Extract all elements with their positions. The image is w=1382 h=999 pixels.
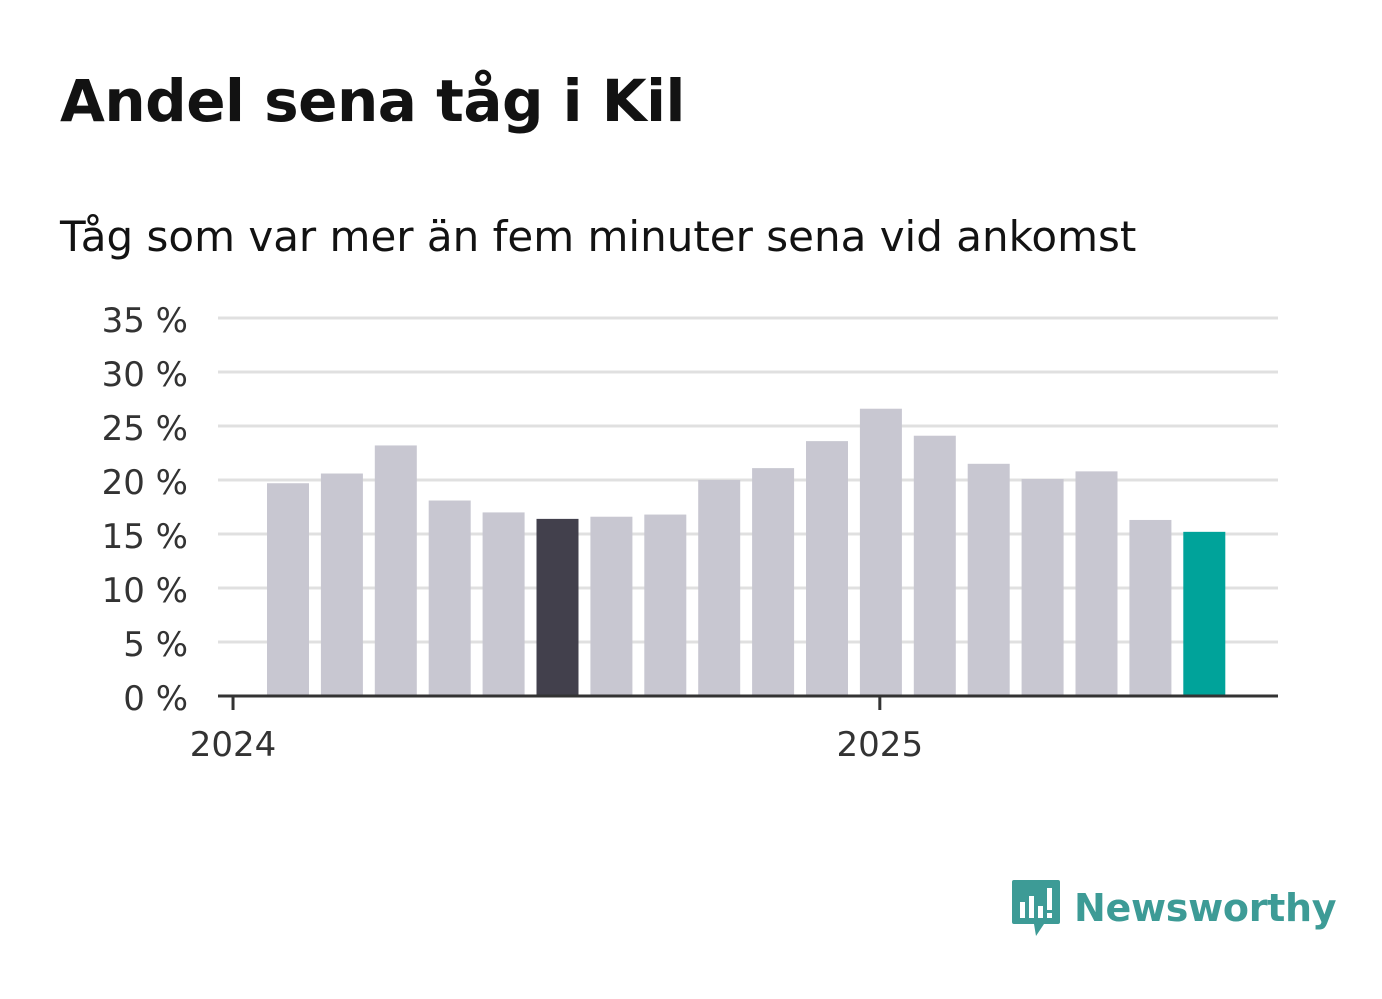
chart-subtitle: Tåg som var mer än fem minuter sena vid … [60, 212, 1137, 261]
brand-name: Newsworthy [1074, 886, 1337, 930]
bar-2024-11 [806, 441, 848, 696]
bar-2024-03 [374, 445, 417, 696]
bar-2025-03 [1021, 478, 1064, 696]
y-tick-label: 10 % [102, 571, 188, 611]
bars [267, 408, 1226, 696]
bar-2024-07 [590, 516, 633, 696]
y-axis-ticks: 0 % 5 % 10 % 15 % 20 % 25 % 30 % 35 % [102, 301, 188, 719]
bar-chart-speech-bubble-icon [1012, 880, 1060, 936]
y-tick-label: 5 % [123, 625, 188, 665]
bar-2025-04 [1075, 471, 1118, 696]
bar-2024-08 [644, 514, 687, 696]
bar-2024-02 [320, 473, 363, 696]
x-tick-label: 2024 [190, 725, 277, 765]
bar-2025-06 [1183, 531, 1226, 696]
y-tick-label: 15 % [102, 517, 188, 557]
x-tick-label: 2025 [837, 725, 924, 765]
bar-2025-02 [967, 463, 1010, 696]
bar-2024-01 [267, 483, 309, 696]
bar-2024-09 [698, 480, 741, 696]
y-tick-label: 35 % [102, 301, 188, 341]
bar-2024-05 [482, 512, 525, 696]
newsworthy-logo: Newsworthy [1010, 878, 1337, 938]
x-axis: 2024 2025 [190, 694, 1278, 765]
bar-chart: 0 % 5 % 10 % 15 % 20 % 25 % 30 % 35 % 2024 2025 [102, 301, 1278, 765]
bar-2025-05 [1129, 519, 1172, 696]
y-tick-label: 0 % [123, 679, 188, 719]
bar-2024-10 [752, 468, 795, 696]
bar-2024-12 [859, 408, 902, 696]
bar-2025-01 [913, 435, 956, 696]
y-tick-label: 20 % [102, 463, 188, 503]
bar-2024-06 [536, 518, 579, 696]
chart-title: Andel sena tåg i Kil [60, 67, 685, 135]
bar-2024-04 [428, 500, 471, 696]
y-tick-label: 30 % [102, 355, 188, 395]
y-tick-label: 25 % [102, 409, 188, 449]
